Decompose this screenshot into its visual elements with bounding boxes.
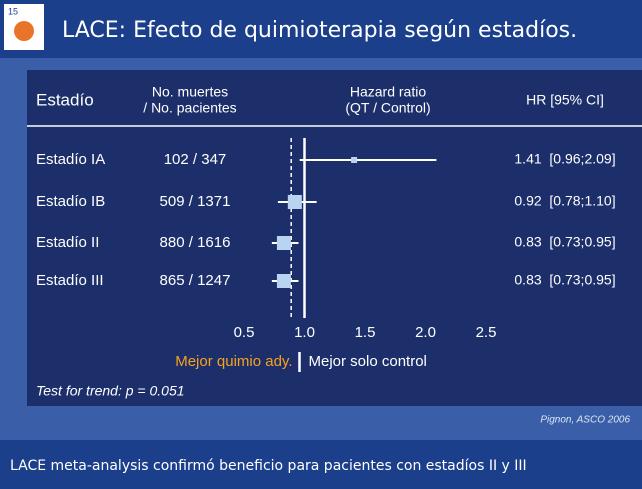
hr-label: 0.92 [0.78;1.10]	[514, 193, 615, 209]
hr-label: 1.41 [0.96;2.09]	[514, 151, 615, 167]
events-label: 880 / 1616	[160, 234, 231, 251]
row-label: Estadío IA	[36, 151, 105, 168]
x-tick-label: 1.0	[294, 324, 315, 341]
events-label: 865 / 1247	[160, 272, 231, 289]
x-tick-label: 1.5	[355, 324, 376, 341]
row-label: Estadío III	[36, 272, 104, 289]
column-header: Hazard ratio	[350, 84, 426, 100]
events-label: 102 / 347	[164, 151, 227, 168]
row-label: Estadío II	[36, 234, 99, 251]
hr-box	[351, 157, 358, 163]
hr-label: 0.83 [0.73;0.95]	[514, 234, 615, 250]
events-label: 509 / 1371	[160, 193, 231, 210]
hr-box	[276, 274, 291, 288]
column-header: / No. pacientes	[143, 100, 236, 116]
footer-text: LACE meta-analysis confirmó beneficio pa…	[10, 458, 527, 474]
column-header: (QT / Control)	[345, 100, 430, 116]
right-label: Mejor solo control	[309, 353, 427, 370]
logo-icon	[14, 21, 34, 41]
column-header: No. muertes	[152, 84, 228, 100]
annotation: Test for trend: p = 0.051	[36, 383, 185, 399]
x-tick-label: 2.0	[415, 324, 436, 341]
column-header: HR [95% CI]	[526, 92, 604, 108]
hr-box	[287, 195, 302, 209]
x-tick-label: 0.5	[234, 324, 255, 341]
footer-bar	[0, 440, 642, 489]
x-tick-label: 2.5	[476, 324, 497, 341]
column-header: Estadío	[36, 90, 94, 109]
title-bar	[0, 0, 642, 58]
source: Pignon, ASCO 2006	[540, 415, 630, 426]
row-label: Estadío IB	[36, 193, 105, 210]
left-label: Mejor quimio ady.	[175, 353, 292, 370]
slide-title: LACE: Efecto de quimioterapia según esta…	[62, 18, 577, 43]
hr-box	[276, 236, 291, 250]
slide-number: 15	[8, 6, 18, 16]
hr-label: 0.83 [0.73;0.95]	[514, 272, 615, 288]
